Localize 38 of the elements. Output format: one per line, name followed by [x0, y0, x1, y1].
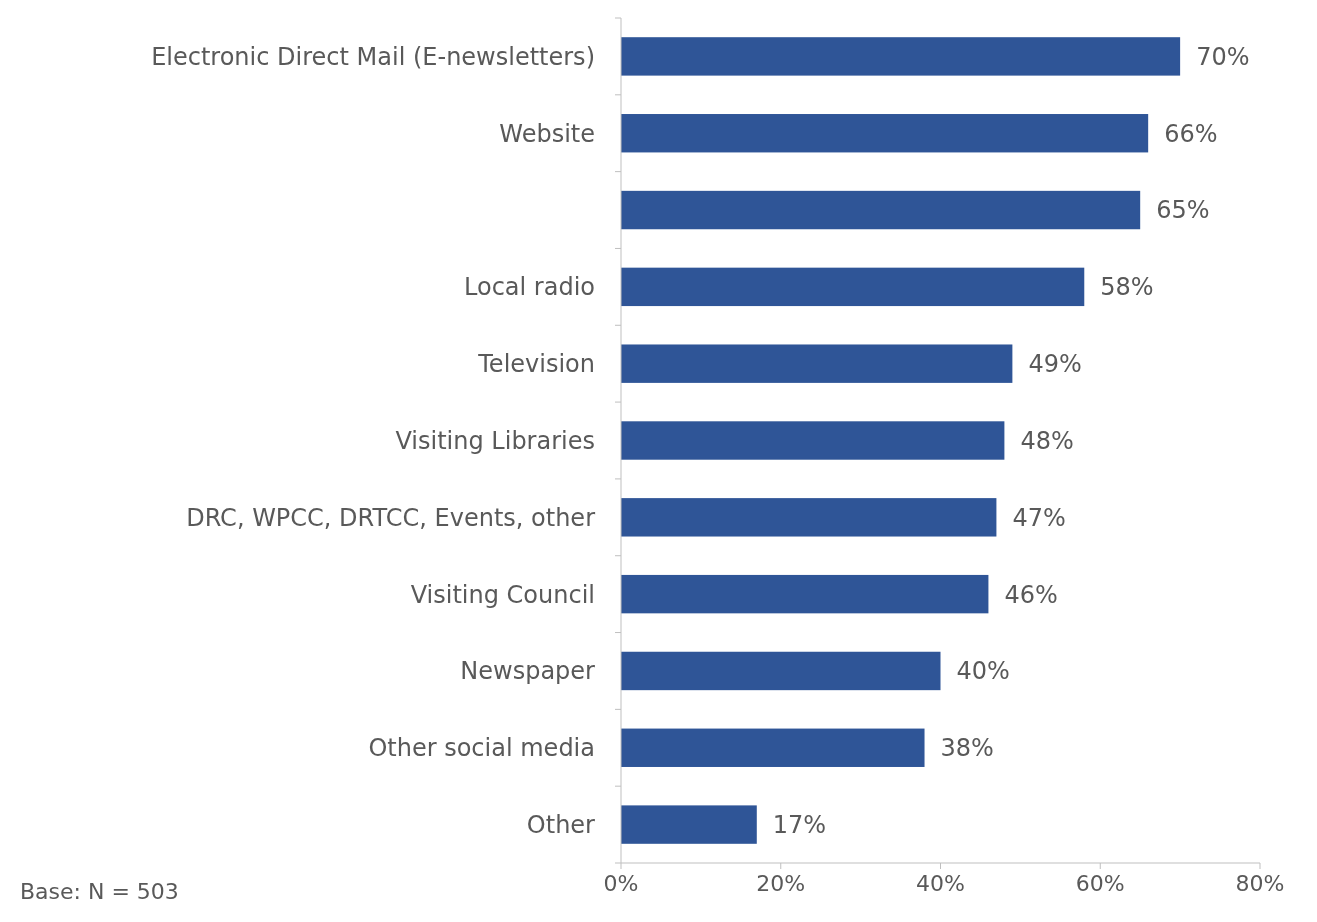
bar [621, 651, 941, 691]
bar [621, 114, 1149, 153]
y-tick-label: Visiting Libraries [395, 426, 595, 455]
x-tick-label: 20% [756, 871, 806, 896]
data-label: 40% [956, 657, 1010, 686]
bar [621, 344, 1013, 383]
data-label: 58% [1100, 273, 1154, 302]
y-tick-label: Other social media [368, 734, 595, 763]
data-label: 48% [1020, 426, 1074, 455]
data-label: 17% [772, 810, 827, 839]
y-tick-label: DRC, WPCC, DRTCC, Events, other [186, 503, 596, 532]
data-label: 65% [1156, 196, 1210, 225]
bar [621, 421, 1005, 460]
bar [621, 267, 1085, 307]
x-tick-label: 80% [1235, 871, 1285, 896]
y-tick-label: Newspaper [460, 657, 596, 686]
data-label: 46% [1004, 580, 1058, 609]
y-tick-label: Electronic Direct Mail (E-newsletters) [151, 42, 595, 71]
y-tick-label: Other [526, 810, 596, 839]
data-label: 49% [1028, 350, 1082, 379]
bar [621, 498, 997, 537]
y-tick-label: Television [477, 350, 595, 379]
y-tick-label: Local radio [464, 273, 595, 302]
bar [621, 37, 1181, 76]
data-label: 70% [1196, 42, 1250, 71]
bar [621, 728, 925, 767]
data-label: 38% [940, 734, 994, 763]
y-tick-label: Visiting Council [410, 580, 595, 609]
x-tick-label: 40% [916, 871, 965, 896]
x-tick-label: 0% [603, 871, 639, 896]
bar [621, 574, 989, 614]
data-label: 47% [1012, 503, 1066, 532]
y-tick-label: Website [499, 119, 595, 148]
x-tick-label: 60% [1075, 871, 1125, 896]
bar [621, 190, 1141, 230]
bar [621, 805, 757, 844]
text: Base: N = 503 [20, 879, 179, 904]
data-label: 66% [1164, 119, 1218, 148]
